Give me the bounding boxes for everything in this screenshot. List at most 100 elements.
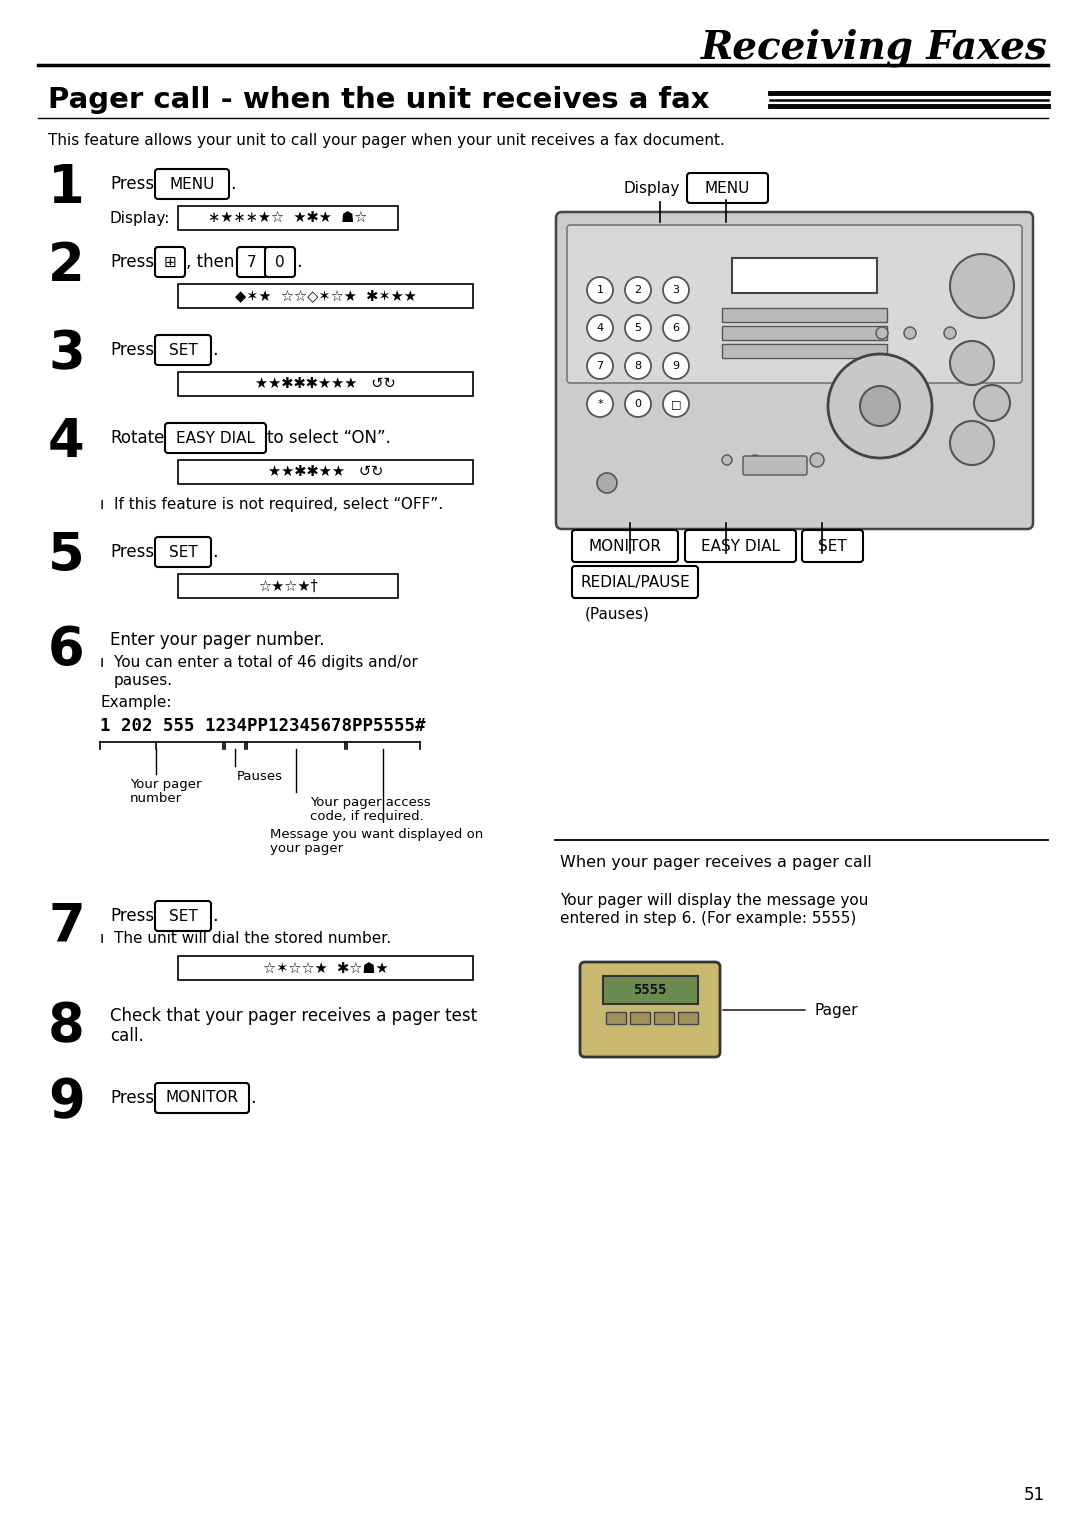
- Bar: [654, 1012, 674, 1024]
- Circle shape: [950, 253, 1014, 317]
- Circle shape: [625, 353, 651, 378]
- Text: Example:: Example:: [100, 694, 172, 710]
- Text: .: .: [212, 543, 218, 562]
- Text: 2: 2: [634, 285, 642, 295]
- FancyBboxPatch shape: [265, 247, 295, 278]
- FancyBboxPatch shape: [743, 456, 807, 475]
- Text: Your pager: Your pager: [130, 778, 202, 790]
- Text: SET: SET: [168, 545, 198, 560]
- Text: Pauses: Pauses: [237, 769, 283, 783]
- Text: , then: , then: [186, 253, 234, 272]
- Text: .: .: [296, 253, 301, 272]
- Bar: [678, 1012, 698, 1024]
- Text: *: *: [597, 398, 603, 409]
- Circle shape: [663, 353, 689, 378]
- Text: Display:: Display:: [110, 211, 170, 226]
- Text: ı  If this feature is not required, select “OFF”.: ı If this feature is not required, selec…: [100, 496, 443, 511]
- FancyBboxPatch shape: [685, 530, 796, 562]
- Text: ★★✱✱★★   ↺↻: ★★✱✱★★ ↺↻: [268, 464, 383, 479]
- FancyBboxPatch shape: [572, 530, 678, 562]
- FancyBboxPatch shape: [687, 172, 768, 203]
- Text: MONITOR: MONITOR: [165, 1091, 239, 1105]
- Bar: [723, 343, 887, 359]
- Circle shape: [588, 353, 613, 378]
- Circle shape: [663, 391, 689, 417]
- Text: your pager: your pager: [270, 841, 343, 855]
- Text: Enter your pager number.: Enter your pager number.: [110, 630, 324, 649]
- Text: SET: SET: [168, 908, 198, 923]
- Text: number: number: [130, 792, 183, 804]
- Text: Press: Press: [110, 253, 154, 272]
- Text: 3: 3: [673, 285, 679, 295]
- Text: ◆✶★  ☆☆◇✶☆★  ✱✶★★: ◆✶★ ☆☆◇✶☆★ ✱✶★★: [234, 288, 417, 304]
- Text: MENU: MENU: [705, 180, 751, 195]
- Bar: [178, 284, 473, 308]
- FancyBboxPatch shape: [572, 566, 698, 598]
- Bar: [723, 308, 887, 322]
- Text: Pager call - when the unit receives a fax: Pager call - when the unit receives a fa…: [48, 85, 710, 114]
- Text: Press: Press: [110, 543, 154, 562]
- Text: 2: 2: [48, 240, 84, 291]
- Text: 6: 6: [48, 624, 84, 676]
- Circle shape: [625, 278, 651, 304]
- Text: Display: Display: [623, 180, 680, 195]
- Bar: [723, 327, 887, 340]
- Text: 51: 51: [1024, 1486, 1045, 1505]
- FancyBboxPatch shape: [237, 247, 267, 278]
- FancyBboxPatch shape: [156, 537, 211, 568]
- Bar: [178, 372, 473, 397]
- Circle shape: [828, 354, 932, 458]
- Text: .: .: [212, 906, 218, 925]
- FancyBboxPatch shape: [567, 224, 1022, 383]
- Text: ☆✶☆☆★  ✱☆☗★: ☆✶☆☆★ ✱☆☗★: [262, 960, 389, 975]
- Text: .: .: [249, 1090, 256, 1106]
- Text: ı  The unit will dial the stored number.: ı The unit will dial the stored number.: [100, 931, 391, 946]
- Text: 8: 8: [48, 1000, 84, 1051]
- FancyBboxPatch shape: [580, 961, 720, 1058]
- Text: 0: 0: [635, 398, 642, 409]
- Text: 8: 8: [634, 362, 642, 371]
- Text: Rotate: Rotate: [110, 429, 164, 447]
- Bar: [178, 459, 473, 484]
- FancyBboxPatch shape: [802, 530, 863, 562]
- FancyBboxPatch shape: [556, 212, 1032, 530]
- Circle shape: [588, 314, 613, 340]
- Bar: [178, 955, 473, 980]
- Text: (Pauses): (Pauses): [585, 606, 650, 621]
- Circle shape: [588, 278, 613, 304]
- Bar: [178, 574, 399, 598]
- Text: 4: 4: [596, 324, 604, 333]
- Text: 1: 1: [596, 285, 604, 295]
- Circle shape: [597, 473, 617, 493]
- Text: 5: 5: [635, 324, 642, 333]
- Text: Check that your pager receives a pager test: Check that your pager receives a pager t…: [110, 1007, 477, 1025]
- Text: SET: SET: [168, 342, 198, 357]
- FancyBboxPatch shape: [156, 169, 229, 198]
- Circle shape: [750, 455, 760, 465]
- Text: REDIAL/PAUSE: REDIAL/PAUSE: [580, 574, 690, 589]
- Circle shape: [876, 327, 888, 339]
- Text: 4: 4: [48, 417, 84, 468]
- Text: MENU: MENU: [170, 177, 215, 191]
- Text: Press: Press: [110, 1090, 154, 1106]
- Circle shape: [944, 327, 956, 339]
- Circle shape: [663, 278, 689, 304]
- Text: Press: Press: [110, 906, 154, 925]
- FancyBboxPatch shape: [156, 336, 211, 365]
- Bar: [630, 1012, 650, 1024]
- Text: 7: 7: [596, 362, 604, 371]
- Text: 5555: 5555: [633, 983, 666, 996]
- Circle shape: [860, 386, 900, 426]
- Bar: [178, 206, 399, 230]
- Text: Your pager will display the message you: Your pager will display the message you: [561, 893, 868, 908]
- Text: SET: SET: [819, 539, 847, 554]
- Text: call.: call.: [110, 1027, 144, 1045]
- Text: □: □: [671, 398, 681, 409]
- Circle shape: [950, 340, 994, 385]
- Bar: [732, 258, 877, 293]
- FancyBboxPatch shape: [156, 1083, 249, 1112]
- Text: When your pager receives a pager call: When your pager receives a pager call: [561, 855, 872, 870]
- Text: ∗★∗∗★☆  ★✱★  ☗☆: ∗★∗∗★☆ ★✱★ ☗☆: [208, 211, 367, 226]
- FancyBboxPatch shape: [156, 247, 185, 278]
- Text: code, if required.: code, if required.: [310, 809, 423, 823]
